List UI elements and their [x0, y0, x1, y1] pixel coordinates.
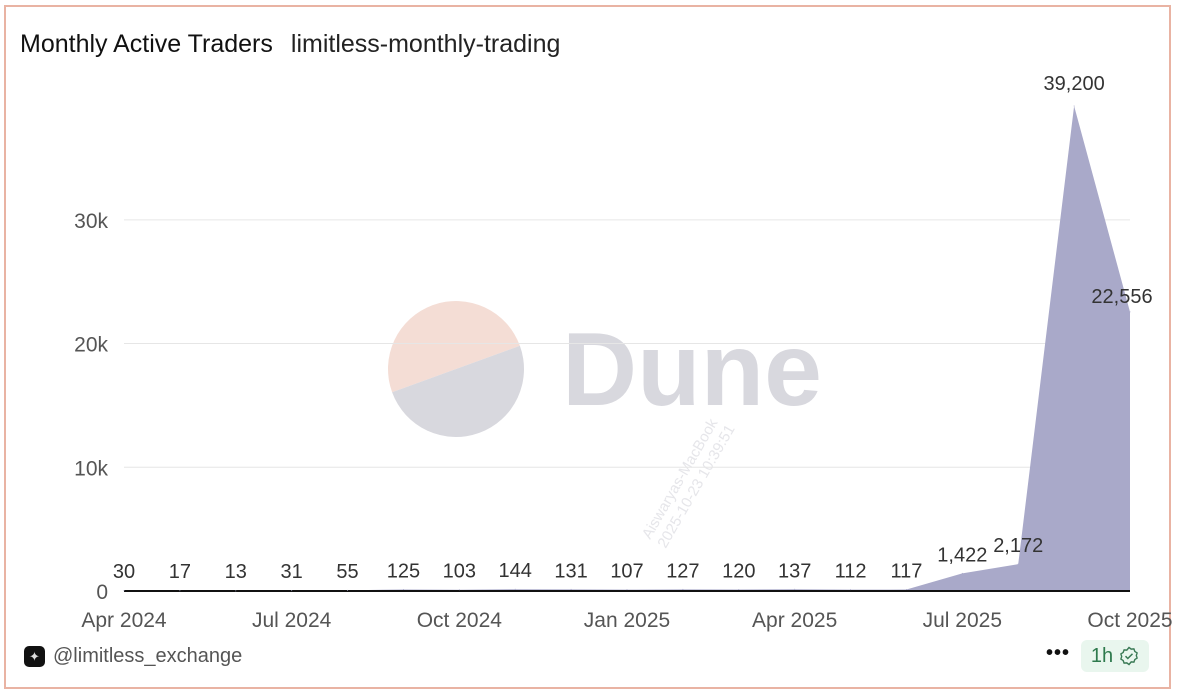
data-label: 120: [722, 561, 755, 583]
data-label: 117: [890, 561, 922, 583]
data-point: [626, 589, 628, 591]
y-tick-label: 30k: [74, 210, 108, 233]
data-label: 125: [387, 560, 420, 582]
data-point: [794, 588, 796, 590]
data-label: 17: [169, 561, 191, 583]
more-options-button[interactable]: •••: [1046, 642, 1071, 664]
data-label: 112: [835, 561, 867, 583]
logo-top-half: [388, 301, 520, 393]
chart-header: Monthly Active Traders limitless-monthly-…: [20, 30, 560, 59]
data-point: [682, 588, 684, 590]
x-tick-label: Oct 2024: [417, 609, 503, 632]
creator-username: @limitless_exchange: [53, 645, 243, 667]
data-point: [179, 590, 181, 592]
chart-card: [4, 5, 1171, 689]
refresh-badge[interactable]: 1h: [1081, 640, 1149, 672]
data-label: 13: [225, 561, 247, 583]
y-tick-label: 10k: [74, 457, 108, 480]
data-point: [738, 589, 740, 591]
data-label: 103: [443, 561, 476, 583]
data-label: 22,556: [1091, 286, 1152, 308]
data-label: 131: [554, 560, 587, 582]
data-label: 137: [778, 560, 811, 582]
data-label: 30: [113, 561, 135, 583]
dune-watermark: Dune Aiswaryas-MacBook 2025-10-23 10:39:…: [388, 301, 822, 551]
data-label: 39,200: [1044, 73, 1105, 95]
data-label: 107: [610, 561, 643, 583]
query-name[interactable]: limitless-monthly-trading: [290, 30, 561, 58]
x-tick-label: Apr 2025: [752, 609, 837, 632]
data-point: [235, 590, 237, 592]
data-label: 1,422: [937, 544, 987, 566]
area-series: [124, 106, 1130, 591]
dune-wordmark: Dune: [562, 312, 822, 428]
x-tick-label: Jul 2024: [252, 609, 332, 632]
refresh-interval: 1h: [1090, 644, 1114, 667]
x-tick-label: Oct 2025: [1087, 609, 1172, 632]
x-tick-label: Jan 2025: [584, 609, 670, 632]
data-point: [458, 589, 460, 591]
data-point: [123, 590, 125, 592]
data-label: 55: [336, 561, 358, 583]
data-point: [570, 588, 572, 590]
data-point: [961, 572, 963, 574]
data-point: [1073, 105, 1075, 107]
y-tick-label: 0: [96, 581, 108, 604]
x-tick-label: Jul 2025: [923, 609, 1002, 632]
verified-badge-icon: [1120, 646, 1139, 666]
data-point: [291, 590, 293, 592]
creator-link[interactable]: ✦ @limitless_exchange: [24, 645, 242, 668]
data-label: 2,172: [993, 535, 1043, 557]
logo-bottom-half: [392, 345, 524, 437]
x-tick-label: Apr 2024: [81, 609, 167, 632]
chart-title: Monthly Active Traders: [20, 30, 273, 58]
data-point: [347, 589, 349, 591]
data-label: 144: [499, 560, 532, 582]
data-point: [850, 589, 852, 591]
limitless-logo-icon: ✦: [24, 646, 45, 667]
data-point: [1017, 563, 1019, 565]
data-label: 127: [666, 560, 699, 582]
data-label: 31: [281, 561, 303, 583]
data-point: [905, 589, 907, 591]
data-point: [514, 588, 516, 590]
data-point: [402, 588, 404, 590]
data-point: [1129, 311, 1131, 313]
y-tick-label: 20k: [74, 334, 108, 357]
